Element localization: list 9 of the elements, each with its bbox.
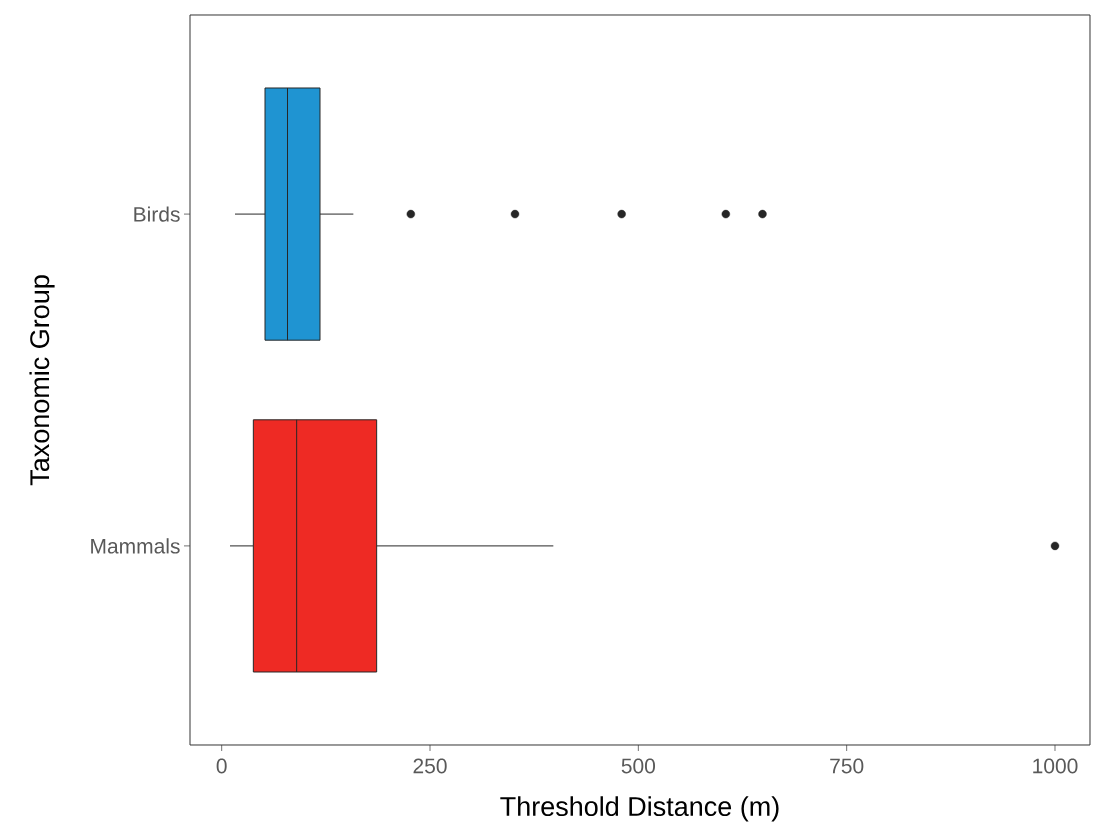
y-tick-label: Mammals [91,538,180,554]
x-tick-label: 500 [621,758,656,774]
x-axis-title: Threshold Distance (m) [500,796,779,822]
x-tick-label: 1000 [1033,758,1078,774]
x-tick-label: 250 [413,758,447,774]
x-tick-label: 750 [830,758,864,774]
x-tick-label: 0 [216,758,227,774]
y-axis-title: Taxonomic Group [29,275,55,486]
y-tick-label: Birds [134,206,180,222]
